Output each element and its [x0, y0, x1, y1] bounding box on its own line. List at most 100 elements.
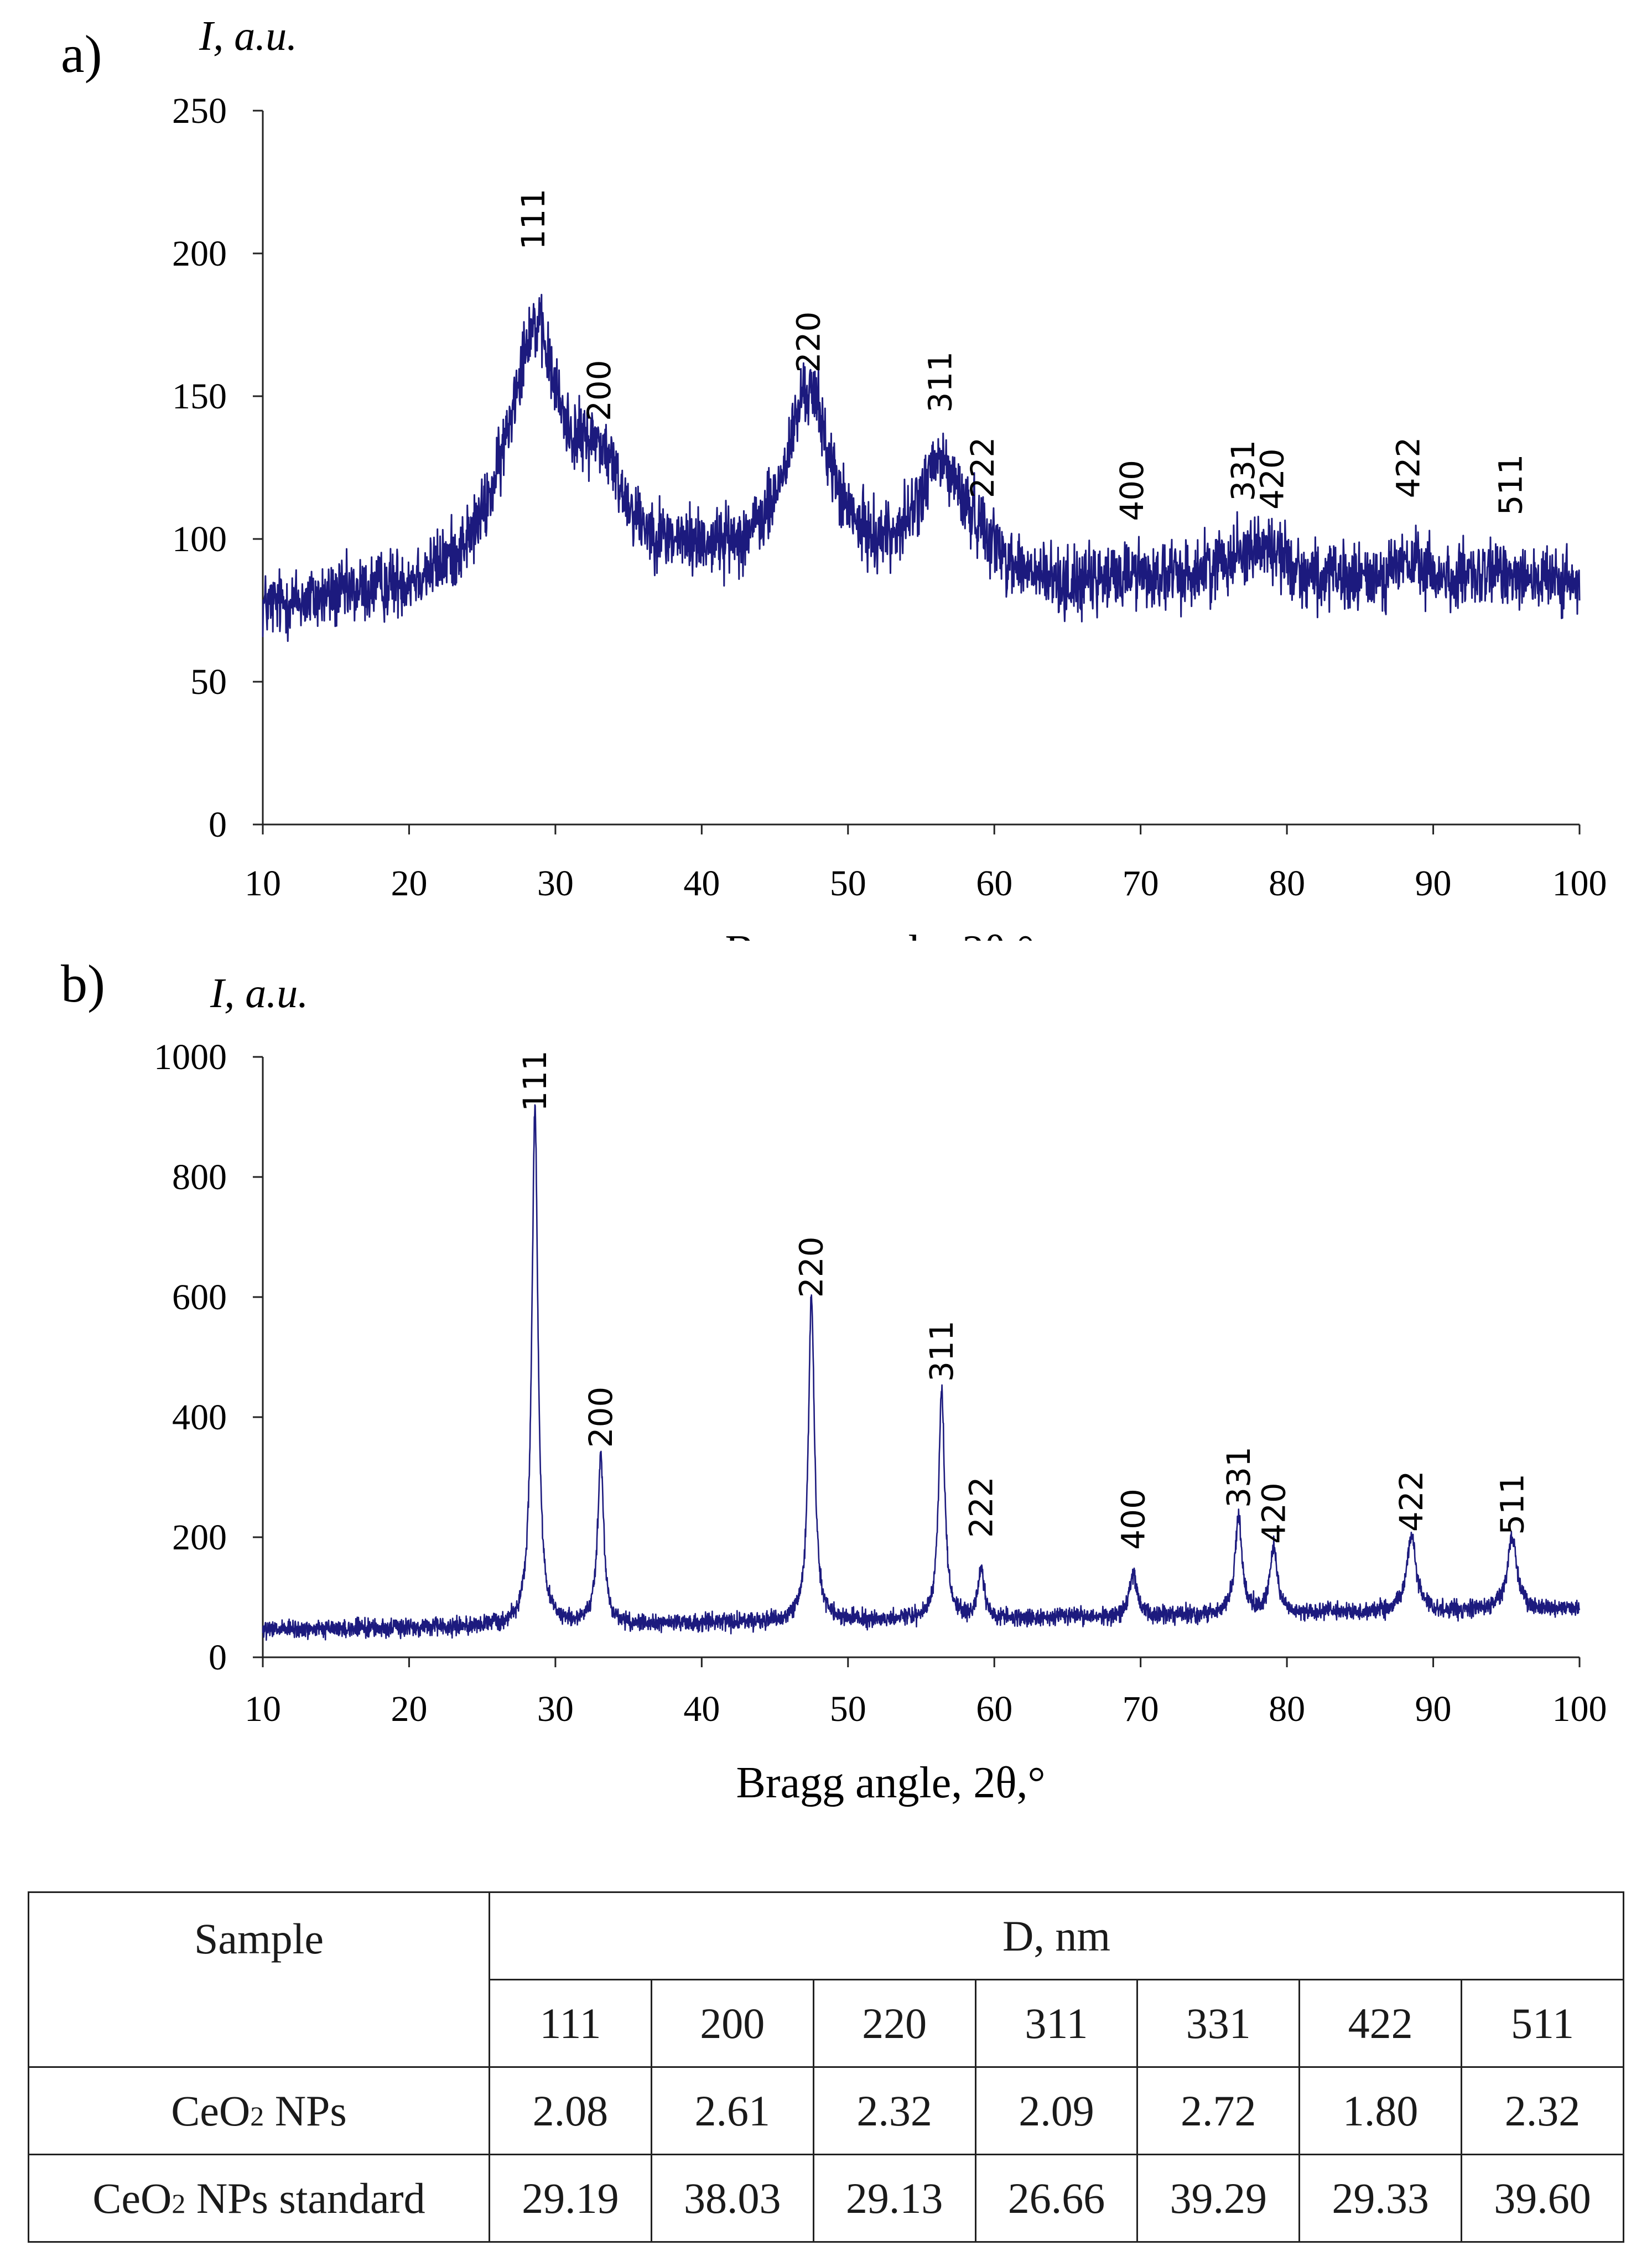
panel-label: a)	[61, 24, 102, 84]
peak-label-422: 422	[1390, 437, 1427, 499]
y-axis-label: I, a.u.	[199, 13, 297, 59]
size-value-cell: 38.03	[650, 2154, 814, 2243]
y-tick-label: 600	[172, 1277, 227, 1318]
sample-name-rest: NPs standard	[185, 2174, 425, 2222]
peak-label-220: 220	[793, 1236, 830, 1298]
x-tick-label: 70	[1123, 863, 1159, 904]
hkl-header-cell: 331	[1136, 1979, 1301, 2068]
peak-label-422: 422	[1393, 1471, 1430, 1532]
y-axis: 0 50 100 150 200 250	[172, 91, 264, 845]
peak-label-111: 111	[516, 1050, 554, 1112]
x-axis-label: Bragg angle, 2θ,°	[725, 927, 1034, 941]
sample-name-subscript: 2	[172, 2187, 186, 2219]
x-tick-label: 80	[1269, 863, 1305, 904]
diffraction-series-line	[262, 1104, 1581, 1641]
peak-label-200: 200	[580, 360, 618, 421]
hkl-header-cell: 511	[1461, 1979, 1624, 2068]
y-tick-label: 50	[190, 662, 227, 702]
sample-name-main: CeO	[92, 2174, 172, 2222]
y-tick-label: 100	[172, 519, 227, 559]
hkl-header-cell: 200	[650, 1979, 814, 2068]
size-value-cell: 2.08	[489, 2066, 652, 2155]
size-value-cell: 39.60	[1461, 2154, 1624, 2243]
peak-label-420: 420	[1255, 1482, 1292, 1544]
size-value-cell: 29.19	[489, 2154, 652, 2243]
y-axis-label-text: I, a.u.	[199, 13, 297, 59]
x-tick-label: 80	[1269, 1689, 1305, 1729]
x-tick-label: 50	[830, 863, 866, 904]
x-tick-label: 20	[391, 1689, 427, 1729]
table-row: CeO2 NPs standard 29.19 38.03 29.13 26.6…	[28, 2154, 1624, 2243]
y-tick-label: 400	[172, 1397, 227, 1438]
diffraction-series-line	[262, 294, 1581, 642]
x-tick-label: 10	[245, 863, 281, 904]
sample-name-cell: CeO2 NPs	[28, 2066, 490, 2155]
peak-label-200: 200	[582, 1387, 620, 1448]
x-tick-label: 70	[1123, 1689, 1159, 1729]
x-tick-label: 50	[830, 1689, 866, 1729]
x-tick-label: 10	[245, 1689, 281, 1729]
peak-label-420: 420	[1254, 448, 1291, 510]
d-header-cell: D, nm	[489, 1891, 1624, 1980]
sample-name-main: CeO	[171, 2086, 251, 2135]
size-value-cell: 1.80	[1298, 2066, 1463, 2155]
hkl-header-row: 111 200 220 311 331 422 511	[29, 1979, 1624, 2068]
sample-header-cell: Sample	[28, 1891, 490, 2068]
peak-label-311: 311	[921, 351, 959, 413]
size-value-cell: 29.13	[812, 2154, 976, 2243]
peak-label-220: 220	[789, 312, 827, 373]
table-row: CeO2 NPs 2.08 2.61 2.32 2.09 2.72 1.80 2…	[28, 2066, 1624, 2155]
crystallite-size-table: Sample D, nm 111 200 220 311 331 422 511…	[28, 1891, 1624, 2243]
peak-label-222: 222	[964, 437, 1001, 499]
x-tick-label: 100	[1552, 1689, 1607, 1729]
x-tick-label: 20	[391, 863, 427, 904]
x-tick-label: 90	[1415, 863, 1452, 904]
x-tick-label: 90	[1415, 1689, 1452, 1729]
size-value-cell: 39.29	[1136, 2154, 1301, 2243]
y-axis-label: I, a.u.	[210, 970, 308, 1017]
peak-label-222: 222	[962, 1476, 1000, 1538]
x-axis: 10 20 30 40 50 60 70 80 90 100	[245, 1656, 1607, 1729]
x-tick-label: 30	[537, 863, 574, 904]
size-value-cell: 26.66	[974, 2154, 1139, 2243]
y-tick-label: 250	[172, 91, 227, 131]
size-value-cell: 2.61	[650, 2066, 814, 2155]
size-value-cell: 29.33	[1298, 2154, 1463, 2243]
chart-panel-a: a) I, a.u. 0 50 100 150 200 250 10 20 30 40 50 60 7…	[61, 13, 1607, 941]
size-value-cell: 2.32	[1461, 2066, 1624, 2155]
peak-label-400: 400	[1114, 1489, 1152, 1550]
x-tick-label: 100	[1552, 863, 1607, 904]
size-value-cell: 2.09	[974, 2066, 1139, 2155]
peak-label-400: 400	[1113, 460, 1151, 521]
x-tick-label: 60	[976, 863, 1012, 904]
y-axis-label-text: I, a.u.	[210, 970, 308, 1017]
y-tick-label: 200	[172, 1517, 227, 1558]
size-value-cell: 2.72	[1136, 2066, 1301, 2155]
peak-label-511: 511	[1492, 454, 1530, 516]
sample-name-subscript: 2	[250, 2100, 264, 2132]
y-tick-label: 200	[172, 234, 227, 274]
y-tick-label: 800	[172, 1157, 227, 1197]
sample-name-cell: CeO2 NPs standard	[28, 2154, 490, 2243]
hkl-header-cell: 111	[489, 1979, 652, 2068]
y-tick-label: 150	[172, 376, 227, 417]
peak-label-111: 111	[515, 189, 552, 250]
peak-label-331: 331	[1224, 440, 1262, 501]
hkl-header-cell: 220	[812, 1979, 976, 2068]
peak-label-511: 511	[1493, 1474, 1531, 1535]
x-axis: 10 20 30 40 50 60 70 80 90 100	[245, 823, 1607, 904]
panel-label: b)	[61, 954, 105, 1013]
y-axis: 0 200 400 600 800 1000	[154, 1037, 264, 1678]
x-tick-label: 30	[537, 1689, 574, 1729]
chart-panel-b: b) I, a.u. 0 200 400 600 800 1000 10 20 30 40 50 6…	[61, 954, 1607, 1807]
x-tick-label: 40	[683, 863, 720, 904]
peak-label-311: 311	[923, 1320, 960, 1382]
y-tick-label: 0	[209, 1637, 227, 1678]
x-tick-label: 40	[683, 1689, 720, 1729]
hkl-header-cell: 311	[974, 1979, 1139, 2068]
sample-name-rest: NPs	[264, 2086, 347, 2135]
hkl-header-cell: 422	[1298, 1979, 1463, 2068]
x-tick-label: 60	[976, 1689, 1012, 1729]
